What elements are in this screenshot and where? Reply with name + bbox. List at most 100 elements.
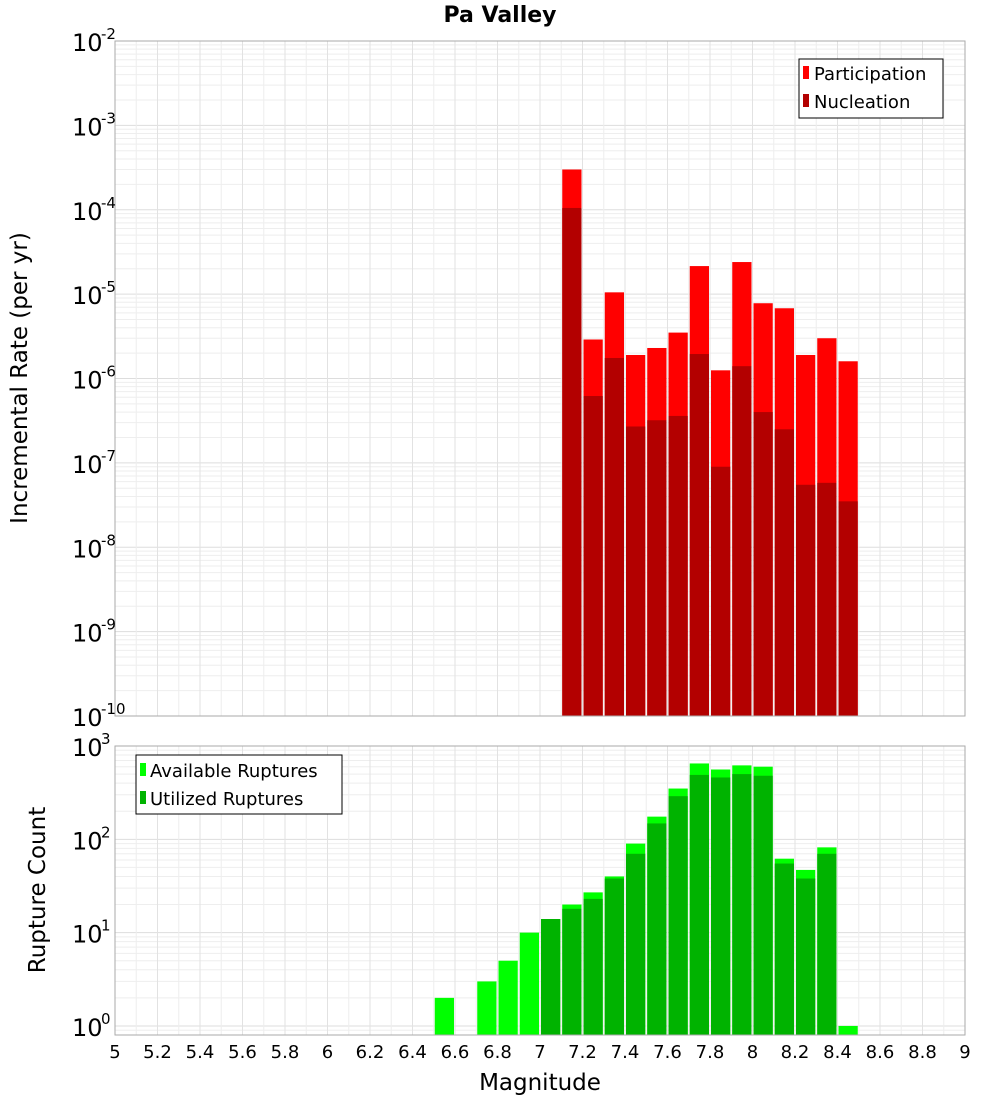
top-panel: 10-210-310-410-510-610-710-810-910-10 In… bbox=[7, 25, 966, 732]
x-axis-label: Magnitude bbox=[479, 1070, 601, 1096]
nucleation-bar bbox=[668, 415, 688, 716]
y-tick-base: 10 bbox=[72, 827, 103, 855]
y-tick-base: 10 bbox=[72, 620, 103, 648]
utilized-ruptures-bar bbox=[583, 898, 603, 1035]
bottom-y-axis-label: Rupture Count bbox=[25, 807, 51, 973]
y-tick-base: 10 bbox=[72, 282, 103, 310]
top-y-tick-label: 10-9 bbox=[72, 616, 116, 648]
utilized-ruptures-bar bbox=[604, 878, 624, 1035]
legend-label-participation: Participation bbox=[814, 64, 926, 85]
utilized-ruptures-bar bbox=[796, 878, 816, 1035]
x-tick-label: 7.4 bbox=[611, 1042, 640, 1063]
y-tick-base: 10 bbox=[72, 535, 103, 563]
bottom-legend: Available Ruptures Utilized Ruptures bbox=[135, 754, 343, 815]
x-tick-label: 6.2 bbox=[356, 1042, 385, 1063]
x-ticks: 5 5.2 5.4 5.6 5.8 6 6.2 6.4 6.6 6.8 7 7.2 7.4 7.6 7.8 8… bbox=[109, 1042, 970, 1063]
available-ruptures-bar bbox=[838, 1025, 858, 1035]
utilized-ruptures-bar bbox=[689, 774, 709, 1035]
y-tick-base: 10 bbox=[72, 1014, 103, 1042]
top-y-tick-label: 10-10 bbox=[72, 700, 126, 732]
y-tick-exponent: -7 bbox=[101, 447, 116, 465]
top-y-tick-label: 10-3 bbox=[72, 109, 116, 141]
nucleation-bar bbox=[711, 466, 731, 716]
y-tick-exponent: -6 bbox=[101, 363, 116, 381]
available-ruptures-bar bbox=[477, 981, 497, 1035]
top-y-tick-label: 10-7 bbox=[72, 447, 116, 479]
y-tick-exponent: 1 bbox=[101, 917, 111, 935]
nucleation-bar bbox=[604, 357, 624, 716]
chart-title: Pa Valley bbox=[443, 3, 556, 28]
legend-swatch-available bbox=[140, 763, 146, 776]
nucleation-bar bbox=[838, 501, 858, 716]
available-ruptures-bar bbox=[519, 932, 539, 1035]
y-tick-exponent: 3 bbox=[101, 730, 111, 748]
utilized-ruptures-bar bbox=[541, 919, 561, 1035]
nucleation-bar bbox=[583, 396, 603, 716]
y-tick-base: 10 bbox=[72, 198, 103, 226]
top-legend: Participation Nucleation bbox=[798, 58, 944, 119]
y-tick-base: 10 bbox=[72, 451, 103, 479]
y-tick-exponent: -4 bbox=[101, 194, 116, 212]
utilized-ruptures-bar bbox=[732, 774, 752, 1035]
x-tick-label: 5.6 bbox=[228, 1042, 257, 1063]
nucleation-bar bbox=[626, 426, 646, 716]
legend-swatch-utilized bbox=[140, 791, 146, 804]
y-tick-base: 10 bbox=[72, 921, 103, 949]
top-y-tick-label: 10-5 bbox=[72, 278, 116, 310]
legend-label-nucleation: Nucleation bbox=[814, 92, 910, 113]
available-ruptures-bar bbox=[434, 997, 454, 1035]
y-tick-exponent: -8 bbox=[101, 531, 116, 549]
nucleation-bar bbox=[647, 420, 667, 716]
utilized-ruptures-bar bbox=[626, 853, 646, 1035]
y-tick-exponent: -10 bbox=[101, 700, 126, 718]
bottom-legend-box bbox=[135, 754, 343, 815]
y-tick-exponent: -9 bbox=[101, 616, 116, 634]
utilized-ruptures-bar bbox=[753, 775, 773, 1035]
legend-label-utilized: Utilized Ruptures bbox=[150, 789, 303, 810]
top-grid bbox=[114, 40, 966, 717]
x-tick-label: 7.2 bbox=[568, 1042, 597, 1063]
bottom-y-tick-label: 100 bbox=[72, 1010, 111, 1042]
top-y-tick-label: 10-2 bbox=[72, 25, 116, 57]
nucleation-bar bbox=[689, 354, 709, 716]
top-y-tick-label: 10-4 bbox=[72, 194, 116, 226]
y-tick-base: 10 bbox=[72, 367, 103, 395]
nucleation-bar bbox=[562, 207, 582, 716]
utilized-ruptures-bar bbox=[711, 777, 731, 1035]
y-tick-base: 10 bbox=[72, 113, 103, 141]
y-tick-exponent: -5 bbox=[101, 278, 116, 296]
utilized-ruptures-bar bbox=[647, 823, 667, 1035]
x-tick-label: 7.6 bbox=[653, 1042, 682, 1063]
bottom-plot-frame bbox=[114, 745, 966, 1036]
top-legend-box bbox=[798, 58, 944, 119]
y-tick-base: 10 bbox=[72, 734, 103, 762]
top-bars bbox=[562, 169, 858, 716]
y-tick-exponent: -3 bbox=[101, 109, 116, 127]
y-tick-exponent: -2 bbox=[101, 25, 116, 43]
bottom-y-tick-label: 101 bbox=[72, 917, 111, 949]
bottom-y-tick-label: 102 bbox=[72, 823, 111, 855]
x-tick-label: 6.6 bbox=[441, 1042, 470, 1063]
x-tick-label: 6 bbox=[322, 1042, 333, 1063]
x-tick-label: 8.2 bbox=[781, 1042, 810, 1063]
bottom-y-tick-label: 103 bbox=[72, 730, 111, 762]
x-tick-label: 5.8 bbox=[271, 1042, 300, 1063]
y-tick-exponent: 0 bbox=[101, 1010, 111, 1028]
x-tick-label: 8.8 bbox=[908, 1042, 937, 1063]
x-tick-label: 6.8 bbox=[483, 1042, 512, 1063]
utilized-ruptures-bar bbox=[774, 863, 794, 1035]
available-ruptures-bar bbox=[498, 960, 518, 1035]
top-y-ticks: 10-210-310-410-510-610-710-810-910-10 bbox=[72, 25, 126, 732]
nucleation-bar bbox=[753, 412, 773, 716]
nucleation-bar bbox=[732, 366, 752, 716]
nucleation-bar bbox=[796, 484, 816, 716]
utilized-ruptures-bar bbox=[562, 908, 582, 1035]
utilized-ruptures-bar bbox=[668, 796, 688, 1035]
legend-label-available: Available Ruptures bbox=[150, 761, 318, 782]
top-plot-frame bbox=[114, 40, 966, 717]
bottom-bars bbox=[434, 763, 858, 1035]
x-tick-label: 5.4 bbox=[186, 1042, 215, 1063]
